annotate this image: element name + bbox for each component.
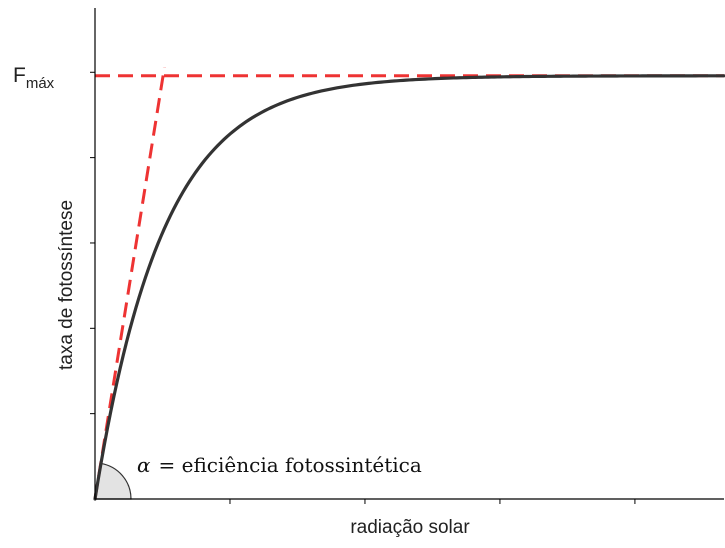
fmax-label-sub: máx bbox=[26, 75, 55, 92]
alpha-text: = eficiência fotossintética bbox=[159, 453, 422, 477]
alpha-annotation: α = eficiência fotossintética bbox=[137, 453, 422, 477]
alpha-angle-marker bbox=[94, 462, 132, 500]
photosynthesis-curve bbox=[93, 74, 725, 501]
fmax-label-main: F bbox=[13, 64, 26, 87]
x-axis-label: radiação solar bbox=[350, 517, 470, 538]
y-ticks bbox=[90, 71, 95, 415]
alpha-symbol: α bbox=[137, 453, 151, 477]
x-ticks bbox=[229, 499, 636, 504]
fmax-label: Fmáx bbox=[13, 64, 55, 92]
y-axis-label: taxa de fotossíntese bbox=[56, 200, 77, 370]
